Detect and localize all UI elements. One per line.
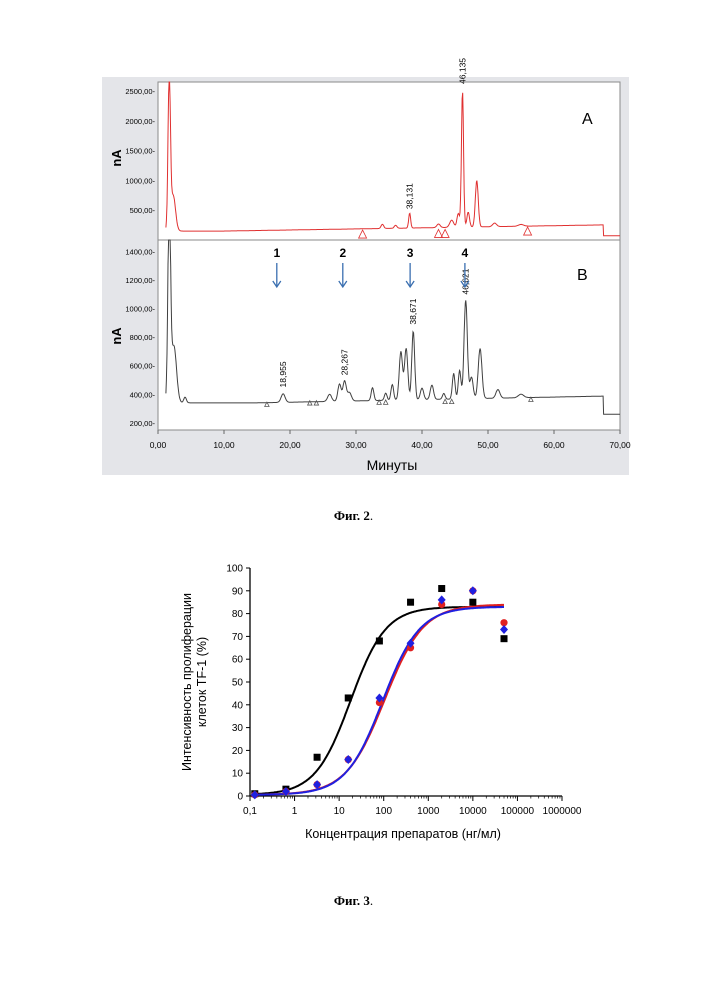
panel-b-y-tick-label: 600,00- [130, 362, 156, 371]
dose-response-y-tick-label: 40 [232, 700, 244, 711]
dose-response-point-square [469, 599, 476, 606]
figure-3-caption: Фиг. 3. [0, 893, 707, 909]
panel-a-y-label: nA [109, 149, 124, 167]
dose-response-y-tick-label: 80 [232, 609, 244, 620]
dose-response-y-tick-label: 90 [232, 586, 244, 597]
figure-2-caption-text: Фиг. 2 [334, 508, 370, 523]
panel-b-y-label: nA [109, 327, 124, 345]
dose-response-point-square [438, 585, 445, 592]
dose-response-x-tick-label: 1000000 [543, 806, 582, 817]
dose-response-point-diamond [344, 755, 352, 764]
figure-2-caption: Фиг. 2. [0, 508, 707, 524]
figure-2: 500,00-1000,00-1500,00-2000,00-2500,00- … [102, 58, 631, 475]
chromatogram-x-label: Минуты [367, 457, 418, 473]
dose-response-y-tick-label: 60 [232, 655, 244, 666]
panel-b-peak-label: 28,267 [340, 349, 350, 375]
figure-3: 0 10 20 30 40 50 60 70 80 90 100 0,1 1 10 100 1000 1000… [180, 564, 582, 842]
panel-a-letter: A [582, 111, 593, 128]
panel-a-y-tick-label: 1500,00- [125, 147, 155, 156]
panel-a-y-tick-label: 1000,00- [125, 176, 155, 185]
dose-response-y-tick-label: 20 [232, 746, 244, 757]
dose-response-point-diamond [469, 586, 477, 595]
dose-response-point-square [376, 637, 383, 644]
panel-b-peak-label: 38,671 [408, 298, 418, 324]
panel-a-plot-area [158, 82, 620, 240]
panel-b-plot-area [158, 240, 620, 430]
dose-response-axes [250, 568, 562, 796]
panel-b-peak-label: 18,955 [278, 361, 288, 387]
dose-response-x-tick-label: 10 [334, 806, 346, 817]
chromatogram-x-tick-label: 50,00 [477, 440, 499, 450]
dose-response-y-ticks: 0 10 20 30 40 50 60 70 80 90 100 [226, 564, 250, 803]
dose-response-y-tick-label: 70 [232, 632, 244, 643]
panel-b-y-tick-label: 200,00- [130, 419, 156, 428]
dose-response-x-tick-label: 1000 [417, 806, 440, 817]
panel-b-arrow-number: 2 [339, 246, 346, 260]
dose-response-x-tick-label: 100000 [501, 806, 535, 817]
dose-response-y-tick-label: 50 [232, 678, 244, 689]
dose-response-point-square [345, 694, 352, 701]
dose-response-y-label-line-1: Интенсивность пролиферации [180, 593, 194, 771]
dose-response-y-label-line-2: клеток TF-1 (%) [195, 637, 209, 727]
figure-3-caption-text: Фиг. 3 [334, 893, 370, 908]
panel-b-y-tick-label: 1000,00- [125, 305, 155, 314]
dose-response-x-tick-label: 1 [292, 806, 298, 817]
dose-response-point-square [314, 754, 321, 761]
panel-b-letter: B [577, 267, 588, 284]
panel-b-arrow-number: 1 [273, 246, 280, 260]
panel-a-peak-label: 46,135 [457, 58, 467, 84]
panel-b-y-tick-label: 1400,00- [125, 247, 155, 256]
dose-response-y-tick-label: 0 [237, 792, 243, 803]
panel-b-arrow-number: 3 [407, 246, 414, 260]
panel-b-y-tick-label: 800,00- [130, 333, 156, 342]
panel-b-y-tick-label: 1200,00- [125, 276, 155, 285]
dose-response-y-tick-label: 30 [232, 723, 244, 734]
panel-a-y-tick-label: 2500,00- [125, 87, 155, 96]
chromatogram-x-tick-label: 30,00 [345, 440, 367, 450]
dose-response-x-label: Концентрация препаратов (нг/мл) [305, 827, 501, 841]
dose-response-y-tick-label: 100 [226, 564, 243, 575]
chromatogram-x-tick-label: 0,00 [150, 440, 167, 450]
panel-a-peak-label: 38,131 [405, 183, 415, 209]
panel-a-y-tick-label: 2000,00- [125, 117, 155, 126]
chromatogram-x-tick-label: 70,00 [609, 440, 631, 450]
dose-response-point-square [501, 635, 508, 642]
dose-response-x-tick-label: 0,1 [243, 806, 257, 817]
dose-response-point-square [407, 599, 414, 606]
dose-response-x-tick-label: 10000 [459, 806, 487, 817]
dose-response-x-ticks: 0,1 1 10 100 1000 10000 100000 1000000 [243, 796, 582, 817]
chromatogram-x-tick-label: 10,00 [213, 440, 235, 450]
dose-response-points [251, 585, 508, 799]
chromatogram-x-tick-label: 20,00 [279, 440, 301, 450]
panel-b-y-tick-label: 400,00- [130, 390, 156, 399]
dose-response-x-tick-label: 100 [375, 806, 392, 817]
panel-b-arrow-number: 4 [462, 246, 469, 260]
panel-a-y-tick-label: 500,00- [130, 206, 156, 215]
dose-response-y-tick-label: 10 [232, 769, 244, 780]
chromatogram-x-tick-label: 40,00 [411, 440, 433, 450]
dose-response-point-diamond [500, 625, 508, 634]
chromatogram-x-tick-label: 60,00 [543, 440, 565, 450]
